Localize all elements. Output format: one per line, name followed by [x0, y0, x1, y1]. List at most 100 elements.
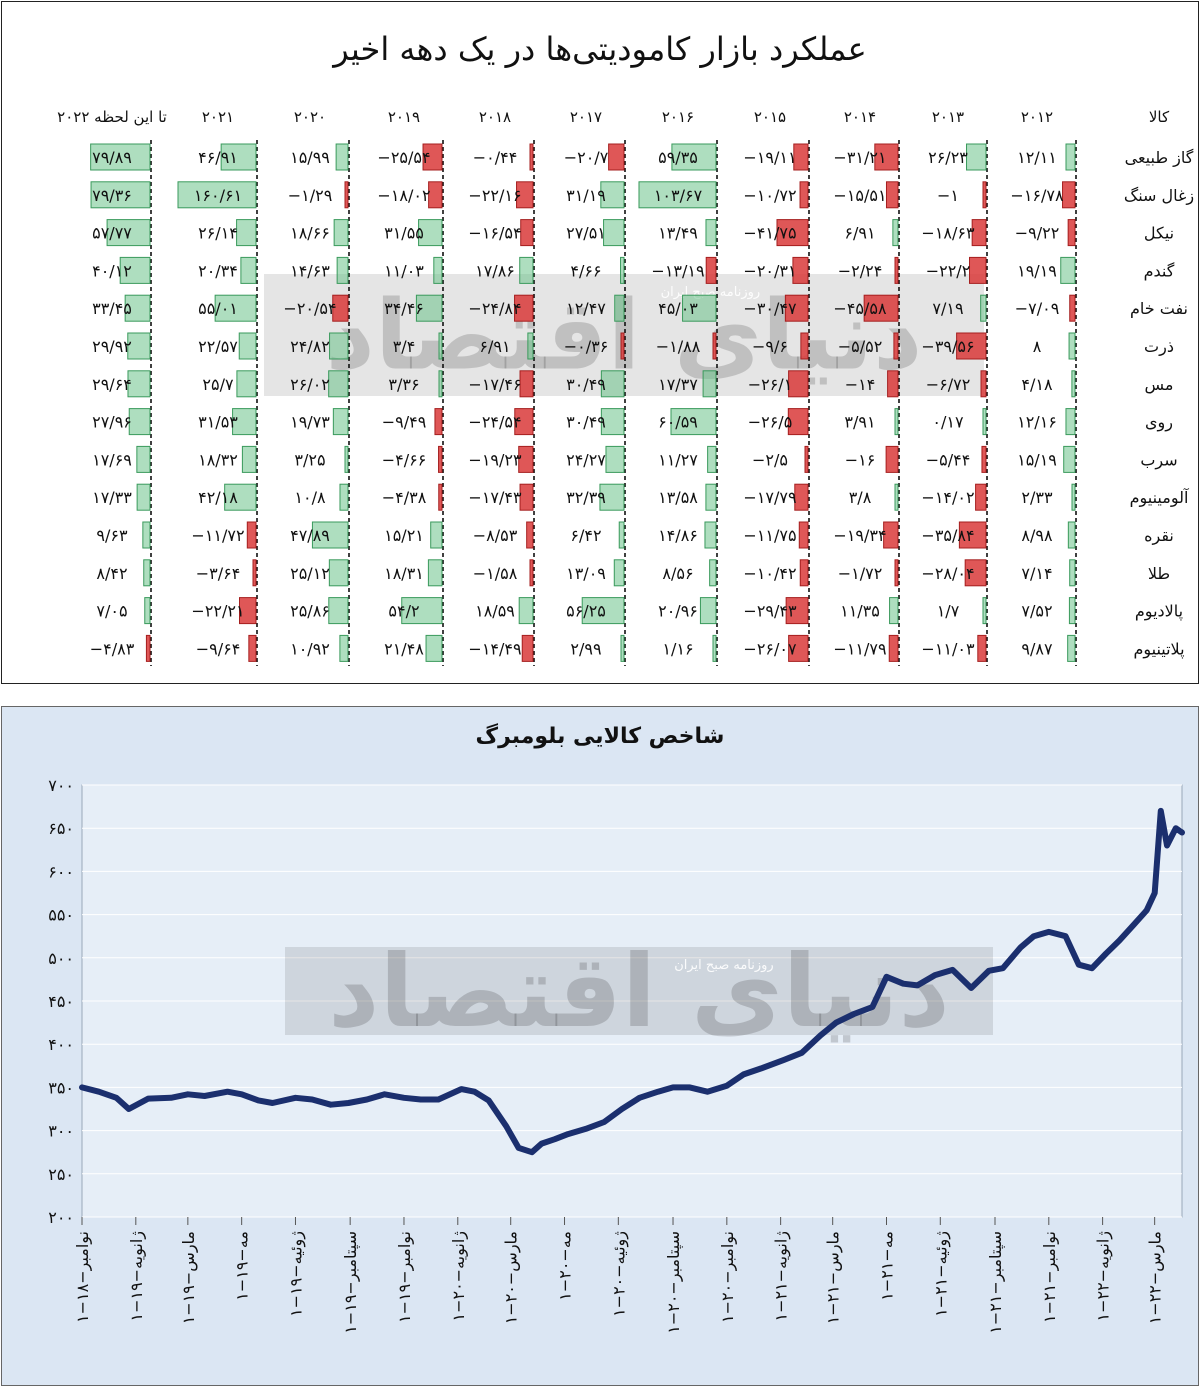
column-header: ۲۰۱۸ — [479, 108, 511, 126]
cell-value: −۹/۶ — [752, 337, 788, 356]
y-tick-label: ۳۰۰ — [48, 1122, 74, 1141]
cell-value: −۳۰/۴۷ — [743, 299, 797, 318]
watermark-subtitle: روزنامه صبح ایران — [674, 958, 774, 973]
positive-data-bar — [90, 181, 151, 209]
cell-value: ۴۶/۹۱ — [198, 148, 238, 167]
cell-value: ۱/۷ — [937, 602, 960, 621]
cell-value: −۵/۴۴ — [926, 450, 971, 469]
negative-data-bar — [784, 294, 809, 322]
positive-data-bar — [982, 408, 987, 436]
negative-data-bar — [964, 559, 987, 587]
cell-value: ۳۳/۴۵ — [92, 299, 132, 318]
cell-value: ۵۴/۲ — [388, 602, 419, 621]
cell-value: −۱۴/۴۹ — [468, 639, 521, 658]
cell-value: ۸ — [1033, 337, 1042, 356]
cell-value: −۳/۶۴ — [196, 564, 241, 583]
cell-value: −۱۰/۷۲ — [743, 186, 796, 205]
positive-data-bar — [106, 219, 151, 247]
commodity-name: سرب — [1140, 450, 1177, 470]
positive-data-bar — [328, 559, 349, 587]
cell-value: ۲۴/۲۷ — [566, 450, 606, 469]
cell-value: ۱۶۰/۶۱ — [194, 186, 242, 205]
positive-data-bar — [966, 143, 987, 171]
positive-data-bar — [339, 634, 349, 662]
negative-data-bar — [885, 181, 899, 209]
negative-data-bar — [788, 370, 809, 398]
cell-value: ۱۸/۳۲ — [198, 450, 238, 469]
cell-value: −۲۰/۳۱ — [743, 261, 796, 280]
y-tick-label: ۴۰۰ — [48, 1035, 74, 1054]
watermark-band — [285, 947, 993, 1035]
commodity-name: نقره — [1144, 526, 1174, 546]
positive-data-bar — [433, 256, 443, 284]
cell-value: ۱۷/۳۷ — [658, 375, 698, 394]
cell-value: ۷/۵۲ — [1021, 602, 1052, 621]
positive-data-bar — [702, 370, 717, 398]
x-tick-label: ۱−ژوئیه−۲۰ — [609, 1231, 629, 1317]
negative-data-bar — [792, 256, 809, 284]
cell-value: ۳/۲۵ — [294, 450, 325, 469]
negative-data-bar — [344, 181, 349, 209]
negative-data-bar — [863, 294, 899, 322]
positive-data-bar — [328, 370, 349, 398]
cell-value: −۵/۵۲ — [838, 337, 883, 356]
negative-data-bar — [608, 143, 625, 171]
cell-value: −۲۸/۰۴ — [921, 564, 974, 583]
negative-data-bar — [529, 559, 534, 587]
positive-data-bar — [144, 597, 151, 625]
positive-data-bar — [599, 483, 625, 511]
positive-data-bar — [1065, 408, 1076, 436]
negative-data-bar — [705, 256, 717, 284]
cell-value: −۱/۷۲ — [838, 564, 883, 583]
cell-value: −۹/۲۲ — [1015, 224, 1060, 243]
cell-value: −۴۱/۷۵ — [743, 224, 796, 243]
positive-data-bar — [328, 597, 349, 625]
cell-value: ۱۸/۵۹ — [475, 602, 515, 621]
positive-data-bar — [620, 634, 625, 662]
negative-data-bar — [520, 219, 534, 247]
positive-data-bar — [600, 181, 625, 209]
negative-data-bar — [787, 408, 809, 436]
negative-data-bar — [519, 370, 534, 398]
positive-data-bar — [671, 143, 717, 171]
cell-value: ۲/۹۹ — [570, 639, 601, 658]
x-tick-label: ۱−مه−۲۰ — [556, 1231, 575, 1301]
commodity-name: گندم — [1144, 261, 1175, 280]
positive-data-bar — [614, 294, 625, 322]
cell-value: −۱۹/۲۳ — [468, 450, 522, 469]
commodity-name: نیکل — [1144, 224, 1174, 243]
cell-value: ۱۲/۴۷ — [566, 299, 606, 318]
cell-value: ۱۹/۷۳ — [290, 413, 330, 432]
negative-data-bar — [977, 634, 987, 662]
x-tick-label: ۱−مارس−۲۰ — [502, 1231, 522, 1324]
positive-data-bar — [682, 294, 717, 322]
negative-data-bar — [785, 597, 809, 625]
cell-value: ۶/۹۱ — [844, 224, 875, 243]
cell-value: −۴/۳۸ — [382, 488, 427, 507]
positive-data-bar — [430, 521, 443, 549]
cell-value: ۳۱/۵۵ — [384, 224, 424, 243]
positive-data-bar — [124, 294, 151, 322]
cell-value: −۲۲/۲ — [926, 261, 971, 280]
cell-value: −۱۶/۵۴ — [468, 224, 521, 243]
cell-value: ۳۱/۱۹ — [566, 186, 606, 205]
negative-data-bar — [958, 521, 987, 549]
cell-value: ۵۹/۳۵ — [658, 148, 698, 167]
commodity-name: گاز طبیعی — [1125, 148, 1194, 168]
positive-data-bar — [527, 332, 534, 360]
positive-data-bar — [894, 408, 899, 436]
x-tick-label: ۱−سپتامبر−۱۹ — [341, 1231, 361, 1334]
negative-data-bar — [518, 445, 534, 473]
positive-data-bar — [1071, 483, 1076, 511]
negative-data-bar — [776, 219, 809, 247]
positive-data-bar — [128, 408, 151, 436]
cell-value: ۱۳/۵۸ — [658, 488, 698, 507]
x-tick-label: ۱−مارس−۱۹ — [179, 1231, 199, 1324]
cell-value: ۳۰/۴۹ — [566, 375, 606, 394]
negative-data-bar — [883, 521, 899, 549]
cell-value: ۲۴/۸۲ — [290, 337, 330, 356]
cell-value: ۱۱/۲۷ — [658, 450, 698, 469]
positive-data-bar — [333, 219, 349, 247]
positive-data-bar — [415, 294, 443, 322]
